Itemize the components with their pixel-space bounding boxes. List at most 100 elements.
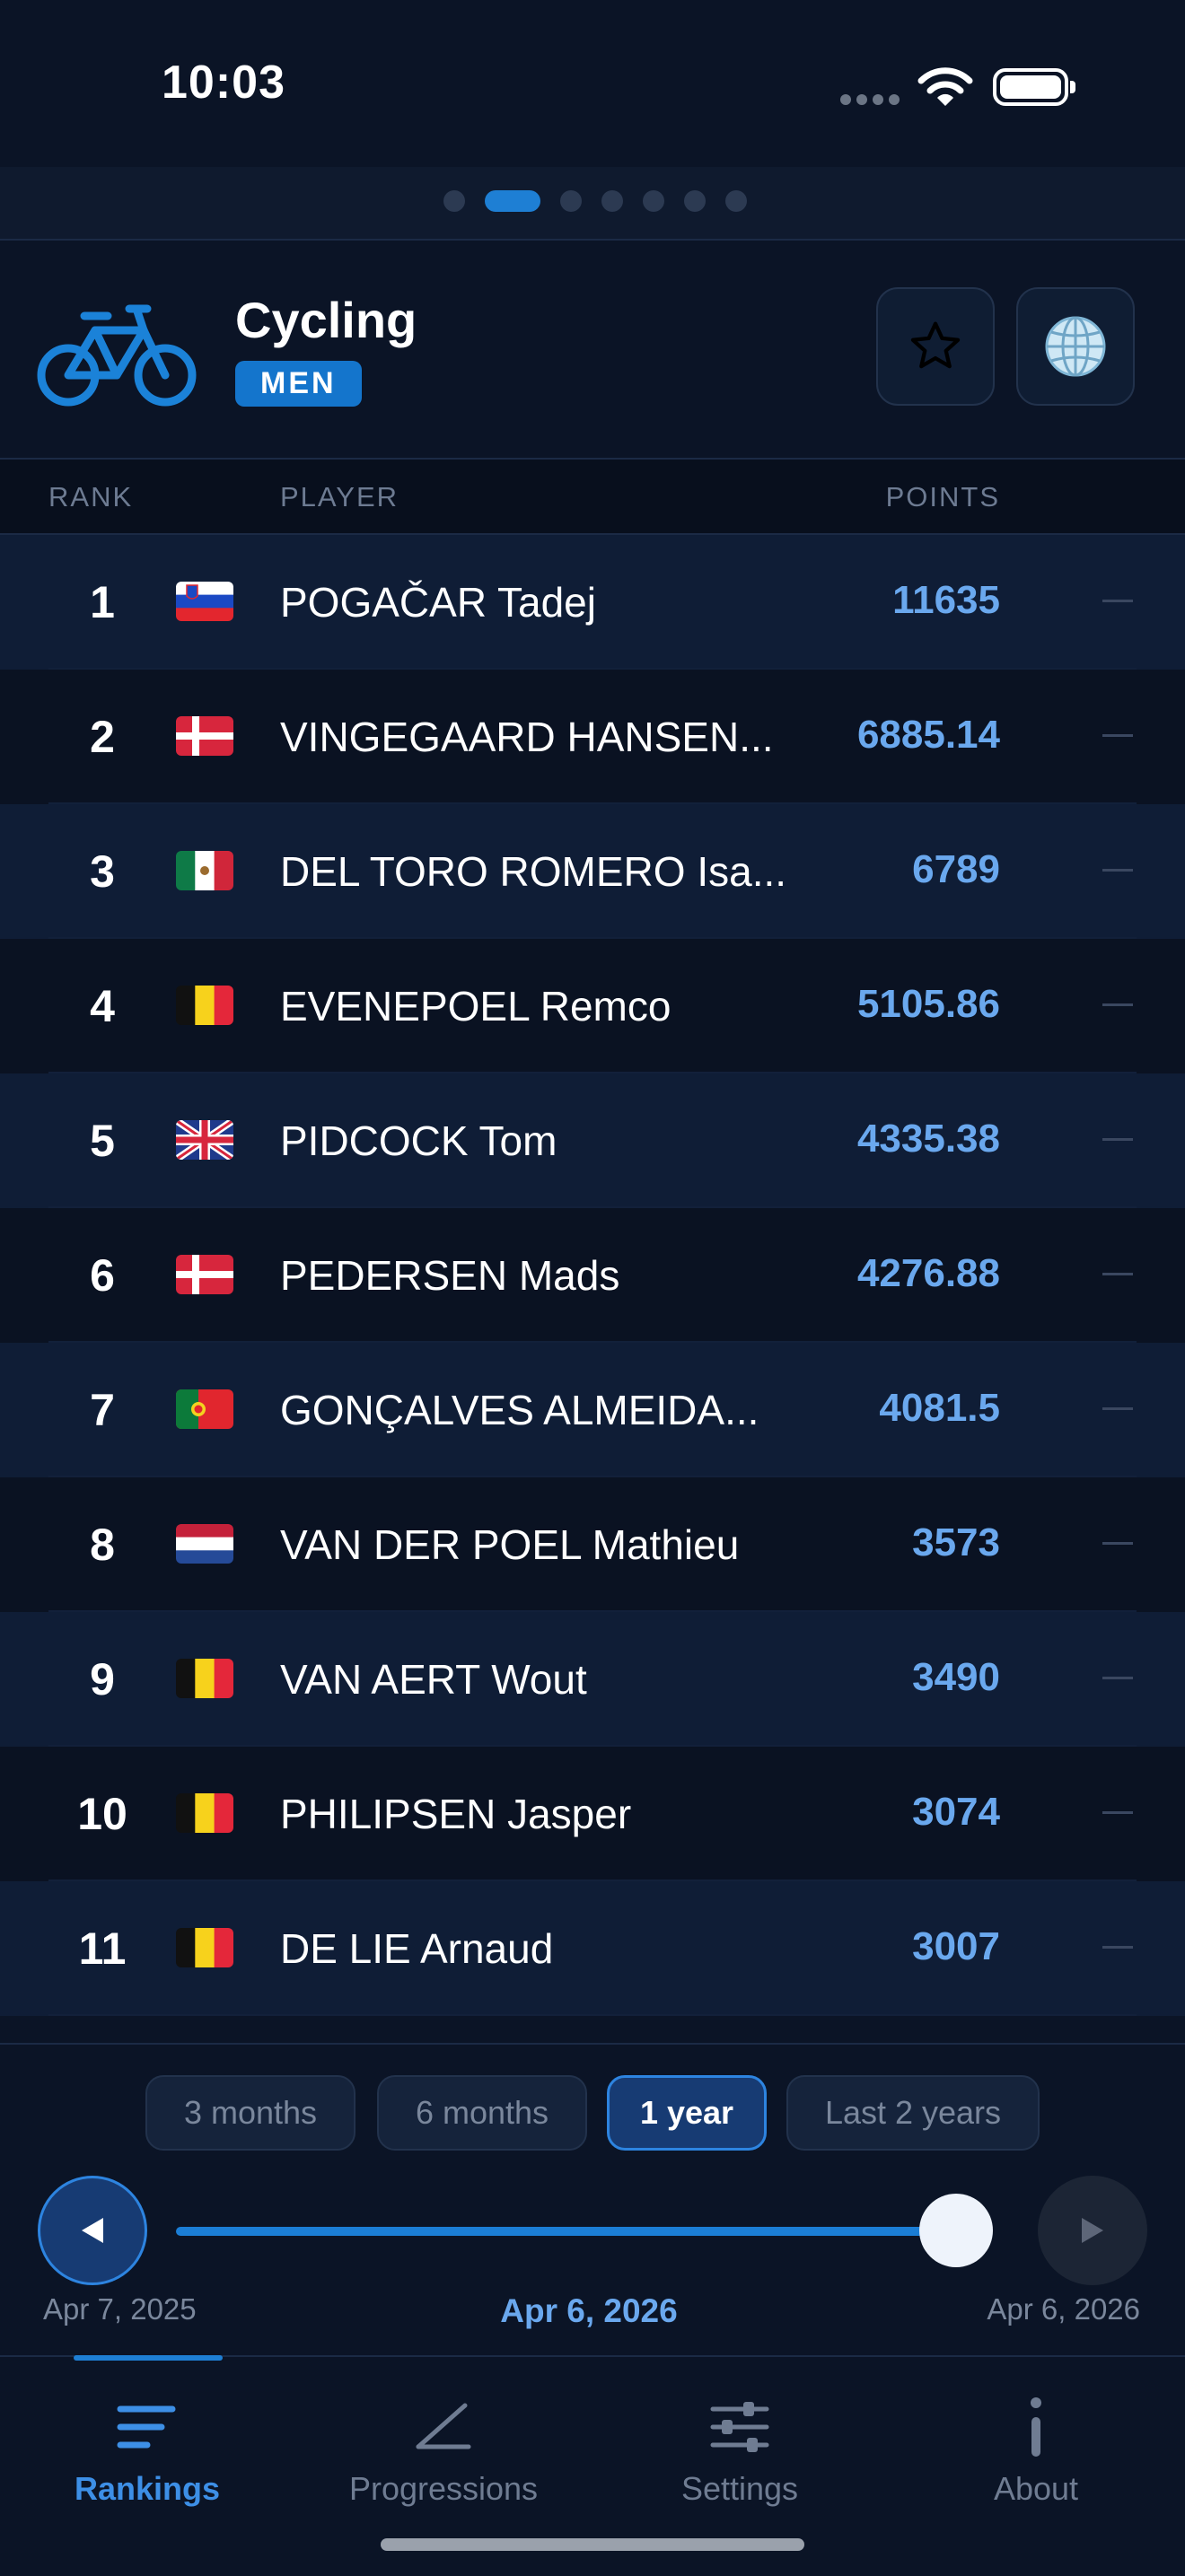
column-player: PLAYER bbox=[280, 481, 399, 513]
tab-label: Settings bbox=[680, 2470, 799, 2507]
page-dot[interactable] bbox=[601, 190, 623, 212]
table-row[interactable]: 8 VAN DER POEL Mathieu 3573 bbox=[0, 1477, 1185, 1612]
table-row[interactable]: 6 PEDERSEN Mads 4276.88 bbox=[0, 1208, 1185, 1343]
trend-unchanged-icon bbox=[1102, 1138, 1133, 1141]
page-dot[interactable] bbox=[684, 190, 706, 212]
player-points: 3007 bbox=[912, 1924, 1000, 1968]
trend-unchanged-icon bbox=[1102, 600, 1133, 602]
tab-about[interactable]: About bbox=[919, 2391, 1153, 2508]
page-indicator[interactable] bbox=[0, 167, 1185, 241]
rank-number: 6 bbox=[90, 1250, 115, 1301]
period-6-months[interactable]: 6 months bbox=[377, 2075, 587, 2151]
region-button[interactable] bbox=[1016, 287, 1135, 406]
player-name: VAN DER POEL Mathieu bbox=[280, 1521, 740, 1568]
table-row[interactable]: 11 DE LIE Arnaud 3007 bbox=[0, 1881, 1185, 2016]
flag-icon-netherlands bbox=[176, 1524, 233, 1564]
active-tab-indicator bbox=[74, 2355, 223, 2361]
star-icon bbox=[910, 321, 961, 369]
rank-number: 7 bbox=[90, 1385, 115, 1435]
player-name: POGAČAR Tadej bbox=[280, 579, 596, 626]
table-row[interactable]: 9 VAN AERT Wout 3490 bbox=[0, 1612, 1185, 1747]
player-points: 6885.14 bbox=[856, 713, 1000, 757]
favorite-button[interactable] bbox=[876, 287, 995, 406]
player-name: DEL TORO ROMERO Isa... bbox=[280, 848, 787, 895]
rankings-list[interactable]: 1 POGAČAR Tadej 11635 2 VINGEGAARD HANSE… bbox=[0, 535, 1185, 2016]
table-row[interactable]: 10 PHILIPSEN Jasper 3074 bbox=[0, 1747, 1185, 1881]
tab-label: About bbox=[993, 2470, 1079, 2507]
row-divider bbox=[48, 802, 1137, 804]
table-row[interactable]: 5 PIDCOCK Tom 4335.38 bbox=[0, 1073, 1185, 1208]
period-1-year[interactable]: 1 year bbox=[607, 2075, 767, 2151]
home-indicator bbox=[381, 2538, 804, 2551]
trend-unchanged-icon bbox=[1102, 869, 1133, 872]
rank-number: 4 bbox=[90, 981, 115, 1031]
rank-number: 1 bbox=[90, 577, 115, 627]
timeline-end-date: Apr 6, 2026 bbox=[987, 2292, 1140, 2326]
column-points: POINTS bbox=[885, 481, 1000, 513]
trend-unchanged-icon bbox=[1102, 1811, 1133, 1814]
flag-icon-belgium bbox=[176, 986, 233, 1025]
flag-icon-belgium bbox=[176, 1928, 233, 1967]
player-name: GONÇALVES ALMEIDA... bbox=[280, 1387, 759, 1433]
table-header: RANK PLAYER POINTS bbox=[0, 460, 1185, 535]
flag-icon-denmark bbox=[176, 1255, 233, 1294]
player-name: EVENEPOEL Remco bbox=[280, 983, 672, 1030]
table-row[interactable]: 1 POGAČAR Tadej 11635 bbox=[0, 535, 1185, 670]
row-divider bbox=[48, 1610, 1137, 1612]
page-dot[interactable] bbox=[560, 190, 582, 212]
rank-number: 2 bbox=[90, 712, 115, 762]
globe-icon bbox=[1045, 316, 1106, 377]
previous-date-button[interactable] bbox=[38, 2176, 147, 2285]
player-points: 3573 bbox=[912, 1520, 1000, 1564]
triangle-left-icon bbox=[82, 2218, 103, 2243]
battery-icon bbox=[993, 68, 1075, 106]
rank-number: 3 bbox=[90, 846, 115, 897]
flag-icon-portugal bbox=[176, 1389, 233, 1429]
page-dot[interactable] bbox=[443, 190, 465, 212]
page-dot[interactable] bbox=[725, 190, 747, 212]
rank-number: 8 bbox=[90, 1520, 115, 1570]
tab-progressions[interactable]: Progressions bbox=[327, 2391, 560, 2508]
player-points: 3074 bbox=[912, 1790, 1000, 1834]
page-title: Cycling bbox=[235, 292, 417, 348]
player-points: 3490 bbox=[912, 1655, 1000, 1699]
row-divider bbox=[48, 668, 1137, 670]
period-label: 3 months bbox=[183, 2094, 318, 2131]
next-date-button[interactable] bbox=[1038, 2176, 1147, 2285]
rank-number: 10 bbox=[77, 1789, 127, 1839]
trend-unchanged-icon bbox=[1102, 1003, 1133, 1006]
period-label: Last 2 years bbox=[824, 2094, 1002, 2131]
tab-settings[interactable]: Settings bbox=[623, 2391, 856, 2508]
cellular-signal-icon bbox=[840, 93, 905, 110]
rank-number: 5 bbox=[90, 1116, 115, 1166]
row-divider bbox=[48, 2014, 1137, 2016]
tab-label: Progressions bbox=[348, 2470, 539, 2507]
timeline-thumb[interactable] bbox=[919, 2194, 993, 2267]
player-name: DE LIE Arnaud bbox=[280, 1925, 554, 1972]
divider bbox=[0, 2043, 1185, 2045]
table-row[interactable]: 3 DEL TORO ROMERO Isa... 6789 bbox=[0, 804, 1185, 939]
row-divider bbox=[48, 1341, 1137, 1343]
page-dot[interactable] bbox=[643, 190, 664, 212]
page-dot[interactable] bbox=[485, 190, 540, 212]
flag-icon-belgium bbox=[176, 1793, 233, 1833]
period-label: 6 months bbox=[415, 2094, 549, 2131]
tab-rankings[interactable]: Rankings bbox=[31, 2391, 264, 2508]
period-last-2-years[interactable]: Last 2 years bbox=[786, 2075, 1040, 2151]
trend-unchanged-icon bbox=[1102, 1407, 1133, 1410]
sliders-icon bbox=[710, 2402, 769, 2452]
column-rank: RANK bbox=[48, 481, 134, 513]
period-3-months[interactable]: 3 months bbox=[145, 2075, 356, 2151]
row-divider bbox=[48, 1745, 1137, 1747]
table-row[interactable]: 2 VINGEGAARD HANSEN... 6885.14 bbox=[0, 670, 1185, 804]
bicycle-icon bbox=[37, 304, 197, 407]
timeline-track[interactable] bbox=[176, 2227, 975, 2236]
player-name: PIDCOCK Tom bbox=[280, 1117, 557, 1164]
trend-unchanged-icon bbox=[1102, 1946, 1133, 1949]
category-badge[interactable]: MEN bbox=[235, 361, 362, 407]
player-name: VAN AERT Wout bbox=[280, 1656, 587, 1703]
table-row[interactable]: 7 GONÇALVES ALMEIDA... 4081.5 bbox=[0, 1343, 1185, 1477]
player-name: VINGEGAARD HANSEN... bbox=[280, 714, 774, 760]
table-row[interactable]: 4 EVENEPOEL Remco 5105.86 bbox=[0, 939, 1185, 1073]
rank-number: 9 bbox=[90, 1654, 115, 1704]
